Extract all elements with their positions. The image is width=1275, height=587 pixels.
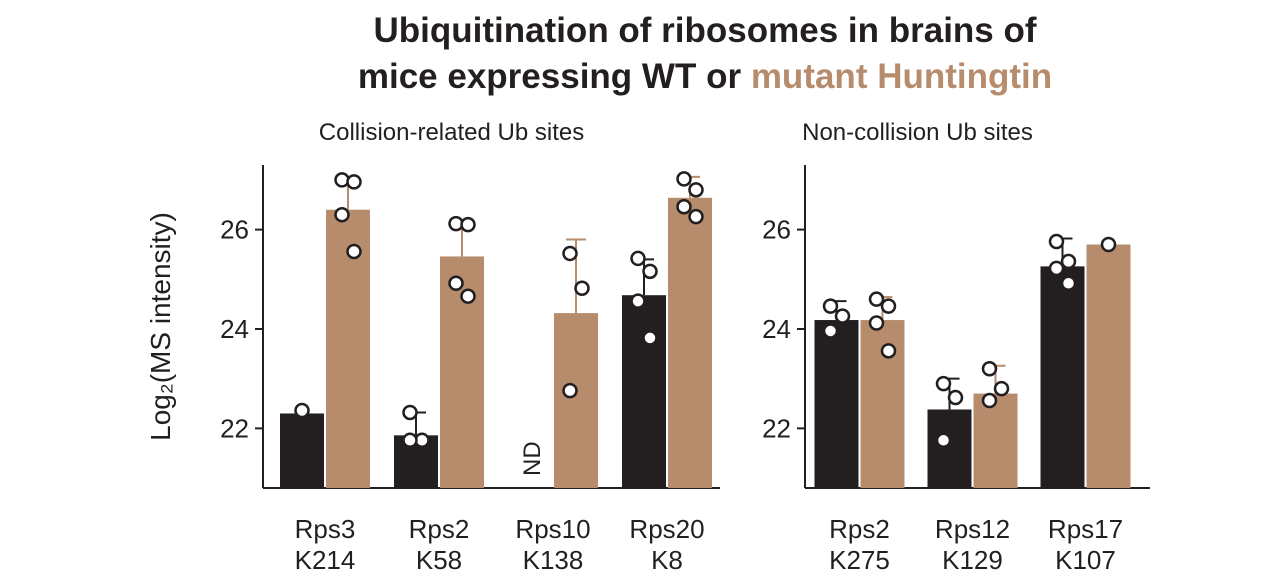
chart-title: Ubiquitination of ribosomes in brains of	[373, 11, 1036, 50]
data-point	[868, 315, 885, 331]
data-point	[448, 275, 464, 292]
annotation: ND	[519, 441, 546, 476]
bar	[1040, 266, 1085, 488]
data-point	[402, 404, 418, 421]
subtitle: Collision-related Ub sites	[319, 119, 584, 146]
data-point	[460, 288, 476, 304]
title-series-name: mutant Huntingtin	[751, 57, 1052, 96]
data-point	[1048, 233, 1065, 250]
data-point	[642, 330, 658, 346]
x-tick-label: Rps2	[409, 514, 470, 544]
bar	[973, 393, 1018, 488]
data-point	[346, 243, 362, 260]
x-tick-label: Rps2	[829, 514, 890, 544]
chart-title-line2: mice expressing WT or mutant Huntingtin	[358, 57, 1052, 96]
bar	[927, 409, 972, 488]
y-tick-label: 24	[220, 314, 249, 344]
data-point	[1048, 260, 1065, 277]
x-tick-label: Rps3	[295, 514, 356, 544]
data-point	[993, 380, 1010, 397]
data-point	[1060, 253, 1077, 270]
data-point	[676, 198, 692, 215]
title-part: mice expressing	[358, 57, 632, 96]
x-tick-label: Rps20	[629, 514, 704, 544]
data-point	[935, 375, 952, 392]
data-point	[822, 298, 839, 314]
data-point	[460, 216, 476, 233]
data-point	[402, 432, 418, 449]
data-point	[346, 174, 362, 190]
x-tick-label: Rps12	[935, 514, 1010, 544]
x-tick-label: K138	[523, 545, 584, 575]
data-point	[1060, 275, 1077, 292]
data-point	[562, 245, 578, 262]
data-point	[334, 206, 350, 223]
x-tick-label: K107	[1055, 545, 1116, 575]
data-point	[981, 392, 998, 409]
bar	[668, 197, 712, 488]
data-point	[935, 432, 952, 449]
subtitle: Non-collision Ub sites	[802, 119, 1033, 146]
bar	[280, 413, 324, 488]
data-point	[630, 250, 646, 267]
data-point	[868, 291, 885, 307]
y-tick-label: 24	[762, 314, 791, 344]
data-point	[880, 298, 897, 314]
data-point	[642, 263, 658, 280]
data-point	[981, 360, 998, 377]
bar	[860, 320, 905, 488]
bar	[1086, 244, 1131, 488]
y-tick-label: 22	[220, 413, 249, 443]
x-tick-label: K275	[829, 545, 890, 575]
title-series-name: WT	[642, 57, 696, 96]
x-tick-label: K129	[942, 545, 1003, 575]
bar	[440, 256, 484, 488]
y-tick-label: 22	[762, 413, 791, 443]
x-tick-label: Rps17	[1048, 514, 1123, 544]
data-point	[294, 402, 310, 419]
y-tick-label: 26	[220, 215, 249, 245]
data-point	[630, 293, 646, 309]
data-point	[834, 308, 851, 324]
data-point	[574, 280, 590, 296]
data-point	[1100, 236, 1117, 253]
data-point	[688, 208, 704, 225]
data-point	[688, 182, 704, 198]
data-point	[880, 343, 897, 359]
x-tick-label: K58	[416, 545, 462, 575]
data-point	[822, 323, 839, 339]
bar	[814, 320, 859, 488]
x-tick-label: K8	[651, 545, 683, 575]
y-tick-label: 26	[762, 215, 791, 245]
x-tick-label: Rps10	[515, 514, 590, 544]
data-point	[947, 389, 964, 406]
data-point	[562, 382, 578, 399]
bar	[622, 295, 666, 488]
data-point	[676, 171, 692, 187]
bar	[554, 313, 598, 488]
x-tick-label: K214	[295, 545, 356, 575]
y-axis-label: Log₂(MS intensity)	[145, 212, 176, 441]
title-part: or	[706, 57, 741, 96]
